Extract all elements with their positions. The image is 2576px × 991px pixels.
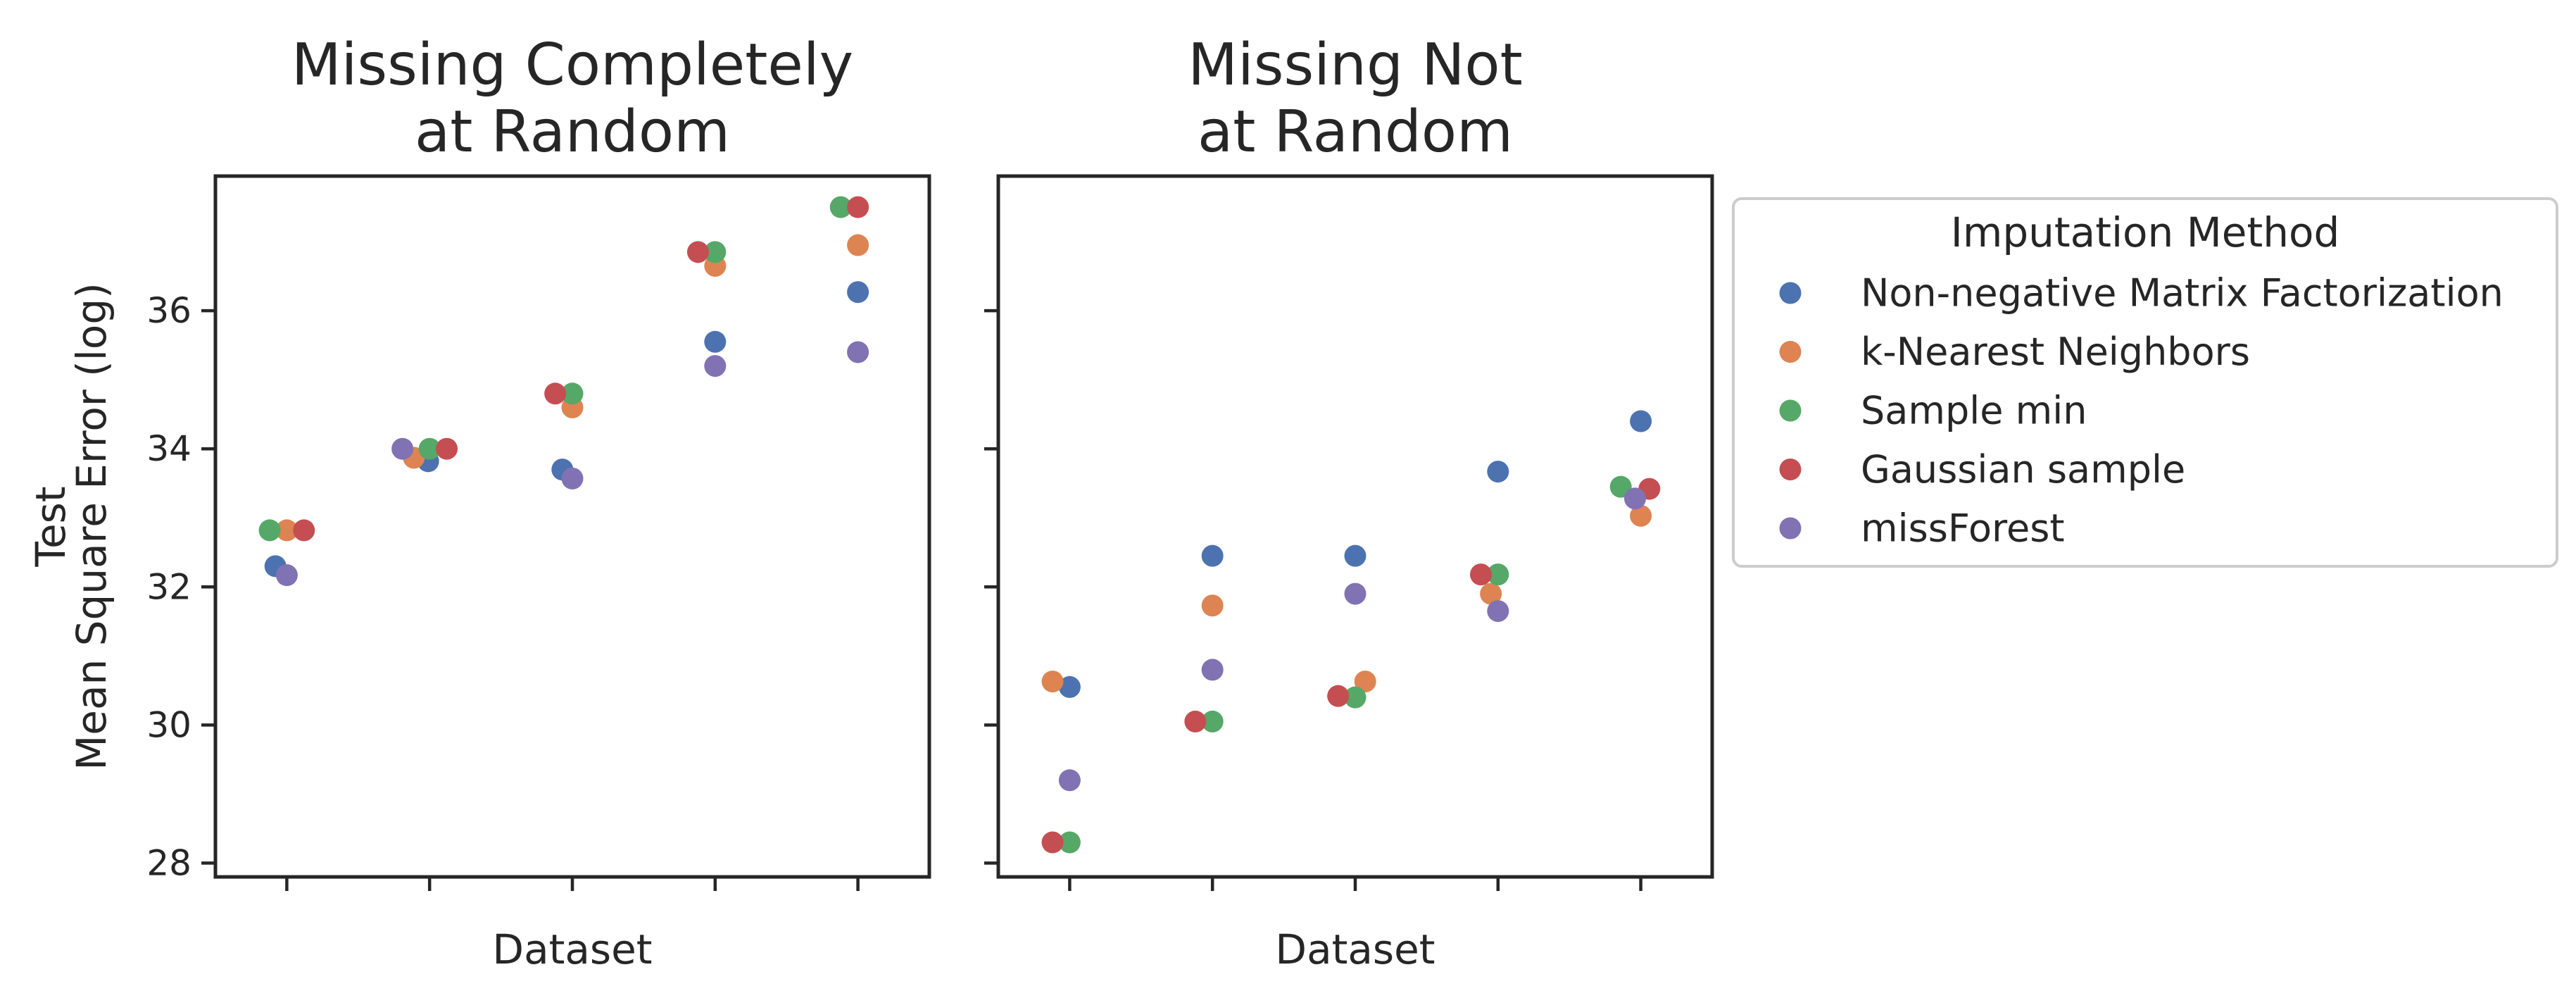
data-point (293, 519, 315, 542)
data-point (847, 341, 869, 363)
x-axis-label: Dataset (1275, 925, 1435, 973)
panels-layer: Missing Completely at Random2830323436Dat… (146, 32, 1714, 973)
data-point (1623, 487, 1646, 510)
data-point (704, 330, 727, 353)
legend-layer: Imputation Method Non-negative Matrix Fac… (1732, 197, 2558, 568)
axes-frame (996, 174, 1714, 879)
series-points (1058, 410, 1652, 698)
data-point (1201, 710, 1224, 733)
series-points (1058, 487, 1646, 792)
data-point (1630, 410, 1652, 432)
legend-label: Non-negative Matrix Factorization (1861, 271, 2503, 316)
data-point (847, 234, 869, 256)
data-point (1201, 594, 1224, 617)
data-point (436, 437, 458, 460)
data-point (1041, 671, 1064, 693)
y-tick-label: 30 (146, 704, 191, 745)
data-point (704, 355, 727, 378)
data-point (847, 281, 869, 304)
legend-entry: missForest (1779, 506, 2065, 551)
y-tick-label: 32 (146, 566, 191, 607)
data-point (391, 437, 414, 460)
panel-title-line: at Random (415, 99, 730, 166)
legend-entry: k-Nearest Neighbors (1779, 330, 2250, 374)
data-point (1480, 582, 1502, 605)
data-point (418, 437, 441, 460)
data-point (1201, 659, 1224, 681)
y-axis-label-line: Test (27, 486, 75, 567)
data-point (275, 519, 298, 542)
legend-label: Sample min (1861, 389, 2087, 433)
x-axis-label: Dataset (492, 925, 652, 973)
data-point (561, 467, 584, 490)
legend-title: Imputation Method (1951, 208, 2340, 256)
panel-title: Missing Completely at Random (291, 32, 853, 166)
data-point (1354, 671, 1376, 693)
data-point (1487, 600, 1509, 623)
data-point (1058, 769, 1081, 792)
data-point (1344, 686, 1366, 709)
panel-title-line: Missing Not (1188, 32, 1523, 99)
legend-entry: Gaussian sample (1779, 447, 2185, 492)
series-points (293, 196, 869, 542)
data-point (1487, 563, 1509, 586)
data-point (561, 382, 584, 405)
data-point (704, 241, 727, 263)
y-tick-label: 34 (146, 428, 191, 469)
panel-title-line: Missing Completely (291, 32, 853, 99)
legend-label: Gaussian sample (1861, 447, 2185, 492)
y-axis-label: TestMean Square Error (log) (27, 282, 115, 771)
data-point (686, 241, 709, 263)
data-point (1184, 710, 1207, 733)
panel-1: Missing Completely at Random 28 30 32 34 36 Dat… (146, 32, 931, 973)
data-point (847, 196, 869, 218)
panel-title-line: at Random (1198, 99, 1513, 166)
data-point (258, 519, 281, 542)
data-point (1344, 544, 1366, 567)
legend-entry: Non-negative Matrix Factorization (1779, 271, 2503, 316)
y-tick-label: 36 (146, 290, 191, 331)
panel-2: Missing Not at Random Dataset (984, 32, 1714, 973)
legend-label: missForest (1861, 506, 2065, 551)
data-point (275, 564, 298, 587)
legend-marker (1779, 341, 1802, 363)
legend-marker (1779, 459, 1802, 480)
legend-label: k-Nearest Neighbors (1861, 330, 2250, 374)
legend-marker (1779, 517, 1802, 540)
y-axis-label-line: Mean Square Error (log) (68, 282, 115, 771)
legend-entry: Sample min (1779, 389, 2087, 433)
series-points (275, 341, 869, 587)
series-points (1041, 504, 1652, 693)
data-point (1630, 504, 1652, 527)
axes-frame (213, 174, 931, 879)
panel-title: Missing Not at Random (1188, 32, 1523, 166)
data-point (1487, 461, 1509, 483)
legend-marker (1779, 399, 1802, 422)
legend-marker (1779, 282, 1802, 304)
data-point (829, 196, 852, 218)
data-point (544, 382, 567, 405)
series-points (1041, 478, 1661, 854)
data-point (1058, 831, 1081, 854)
series-points (1058, 475, 1632, 854)
data-point (1041, 831, 1064, 854)
legend-box (1732, 197, 2558, 568)
y-tick-label: 28 (146, 842, 191, 883)
data-point (1469, 563, 1492, 586)
y-axis-label-layer: TestMean Square Error (log) (27, 282, 115, 771)
series-points (258, 196, 852, 542)
data-point (1327, 685, 1350, 707)
data-point (1201, 544, 1224, 567)
data-point (1058, 675, 1081, 698)
data-point (1344, 582, 1366, 605)
